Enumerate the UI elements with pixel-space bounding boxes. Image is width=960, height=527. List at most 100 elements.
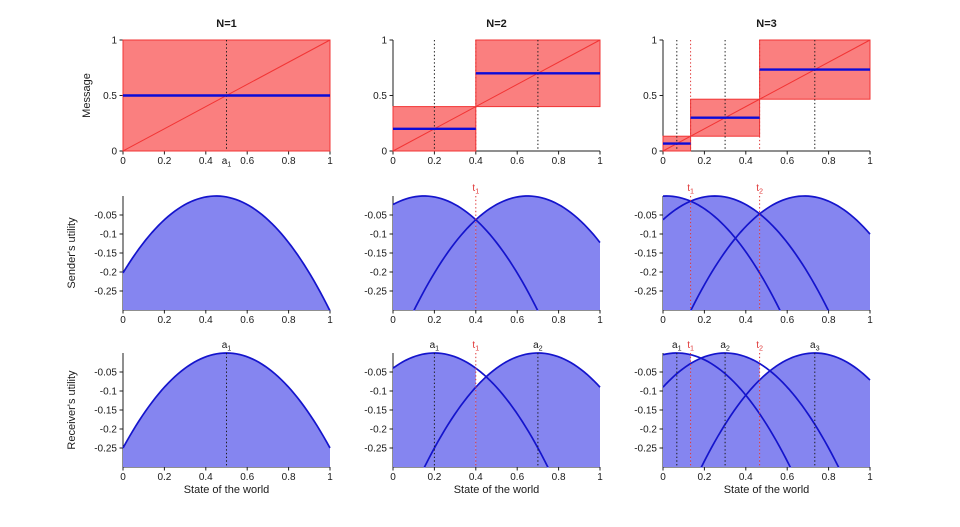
y-tick-label: -0.25: [364, 287, 387, 298]
utility-parabola: [700, 352, 871, 468]
x-tick-label: 0.8: [822, 156, 836, 167]
x-tick-label: 0.8: [282, 472, 296, 483]
x-tick-label: 0.4: [469, 472, 483, 483]
x-tick-label: 0.4: [739, 472, 753, 483]
y-tick-label: -0.25: [634, 287, 657, 298]
y-tick-label: -0.15: [94, 406, 117, 417]
x-tick-label: 0.6: [240, 315, 254, 326]
utility-fill: [663, 353, 691, 467]
threshold-label: t1: [687, 183, 694, 196]
x-tick-label: 0.2: [697, 156, 711, 167]
utility-curves: [662, 352, 871, 468]
x-tick-label: 0.8: [282, 315, 296, 326]
x-tick-label: 0.8: [552, 472, 566, 483]
y-axis-label: Receiver's utility: [66, 370, 78, 450]
x-tick-label: 0.8: [822, 472, 836, 483]
x-tick-label: 1: [867, 472, 873, 483]
x-axis-label: State of the world: [184, 484, 270, 496]
subplot-message-n3: 0 0.2 0.4 0.6 0.8 1 0 0.5 1 N=3: [643, 18, 873, 167]
utility-fill: [123, 353, 330, 467]
utility-fill: [393, 353, 476, 467]
x-tick-label: 0.2: [427, 156, 441, 167]
subplot-receiver-n3: 0 0.2 0.4 0.6 0.8 1 -0.05 -0.1 -0.15 -0.2 -0.25 Sta…: [634, 340, 873, 496]
x-tick-label: 0.4: [199, 156, 213, 167]
y-tick-label: -0.1: [370, 230, 388, 241]
y-tick-label: -0.1: [640, 230, 658, 241]
y-tick-label: -0.05: [364, 368, 387, 379]
utility-parabola: [392, 195, 539, 311]
x-tick-label: 0: [390, 315, 396, 326]
threshold-label: t1: [687, 340, 694, 353]
y-tick-label: -0.1: [100, 230, 118, 241]
y-tick-label: -0.15: [364, 406, 387, 417]
x-tick-label: 0.4: [739, 156, 753, 167]
x-tick-label: 0.6: [510, 472, 524, 483]
utility-curves: [392, 195, 601, 311]
y-tick-label: -0.2: [100, 268, 118, 279]
y-axis-label: Message: [81, 73, 93, 118]
utility-fill: [475, 353, 600, 467]
y-tick-label: 1: [651, 36, 657, 47]
utility-parabola: [662, 195, 830, 311]
y-tick-label: -0.05: [634, 368, 657, 379]
subplot-sender-n1: 0 0.2 0.4 0.6 0.8 1 -0.05 -0.1 -0.15 -0.2 -0.25 Sen…: [66, 195, 333, 326]
x-tick-label: 0: [120, 156, 126, 167]
subplot-receiver-n2: 0 0.2 0.4 0.6 0.8 1 -0.05 -0.1 -0.15 -0.2 -0.25 Sta…: [364, 340, 603, 496]
action-label: a1: [222, 340, 232, 353]
subplot-receiver-n1: 0 0.2 0.4 0.6 0.8 1 -0.05 -0.1 -0.15 -0.2 -0.25 Rec…: [66, 340, 333, 496]
subplot-sender-n3: 0 0.2 0.4 0.6 0.8 1 -0.05 -0.1 -0.15 -0.2 -0.25 t1 t…: [634, 183, 873, 326]
action-label: a1: [430, 340, 440, 353]
threshold-label: t1: [472, 340, 479, 353]
x-tick-label: 0.6: [510, 156, 524, 167]
utility-parabola: [122, 195, 331, 311]
x-tick-label: 0: [660, 156, 666, 167]
y-tick-label: 0.5: [373, 91, 387, 102]
threshold-label: t2: [756, 340, 763, 353]
x-tick-label: 0.8: [552, 315, 566, 326]
x-tick-label: 0.8: [552, 156, 566, 167]
y-tick-label: -0.1: [640, 387, 658, 398]
y-tick-label: 0: [381, 147, 387, 158]
x-tick-label: 0.8: [282, 156, 296, 167]
utility-fill: [393, 196, 476, 310]
x-tick-label: 0.8: [822, 315, 836, 326]
x-tick-label: 0.6: [510, 315, 524, 326]
utility-curves: [122, 195, 331, 311]
action-label: a3: [810, 340, 820, 353]
y-tick-label: -0.05: [94, 368, 117, 379]
x-tick-label: 1: [597, 472, 603, 483]
y-tick-label: 0.5: [103, 91, 117, 102]
subplot-message-n2: 0 0.2 0.4 0.6 0.8 1 0 0.5 1 N=2: [373, 18, 603, 167]
utility-curves: [662, 195, 871, 311]
action-label: a1: [672, 340, 682, 353]
utility-parabola: [662, 195, 782, 311]
y-tick-label: -0.15: [634, 249, 657, 260]
utility-fill: [759, 353, 870, 467]
x-tick-label: 0: [660, 315, 666, 326]
diagonal-line: [392, 39, 601, 152]
x-tick-label: 0.2: [697, 472, 711, 483]
utility-parabola: [423, 352, 601, 468]
x-tick-label: 0.2: [427, 472, 441, 483]
utility-fill: [663, 196, 691, 310]
x-tick-label: 0.6: [780, 315, 794, 326]
panel-title: N=2: [486, 18, 507, 30]
x-tick-label: 1: [867, 156, 873, 167]
action-label: a2: [720, 340, 730, 353]
y-tick-label: -0.2: [100, 425, 118, 436]
y-axis-label: Sender's utility: [66, 217, 78, 289]
y-tick-label: -0.25: [364, 444, 387, 455]
utility-fill: [475, 196, 600, 310]
x-tick-label: 0: [120, 472, 126, 483]
y-tick-label: -0.2: [370, 425, 388, 436]
subplot-sender-n2: 0 0.2 0.4 0.6 0.8 1 -0.05 -0.1 -0.15 -0.2 -0.25 t1: [364, 183, 603, 326]
x-tick-label: 0.2: [427, 315, 441, 326]
x-tick-label: 0.4: [469, 315, 483, 326]
y-tick-label: -0.25: [634, 444, 657, 455]
y-tick-label: -0.2: [640, 425, 658, 436]
utility-fill: [123, 196, 330, 311]
utility-curves: [392, 352, 601, 468]
x-tick-label: 0: [120, 315, 126, 326]
